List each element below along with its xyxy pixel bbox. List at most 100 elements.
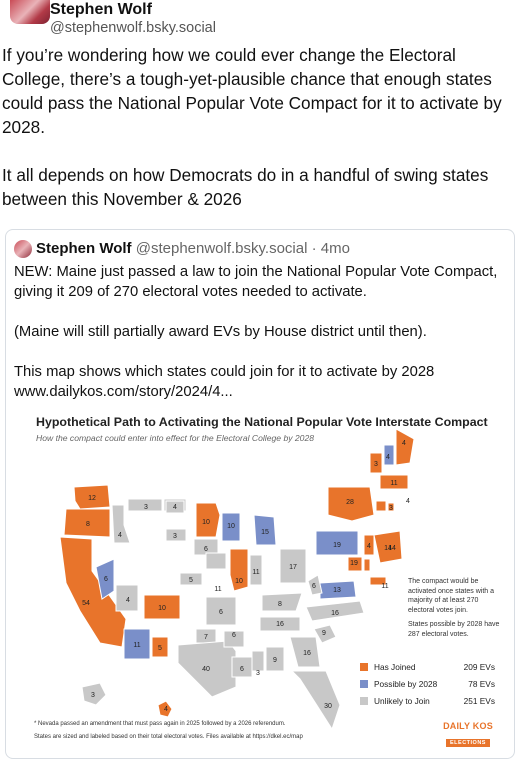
state-ev-label: 10 [202,519,210,526]
state-ev-label: 11 [133,642,140,649]
logo-badge: ELECTIONS [446,739,490,747]
state-delaware [363,558,371,572]
state-rhode-island [387,502,395,512]
quote-body: NEW: Maine just passed a law to join the… [14,262,509,402]
post-paragraph: If you’re wondering how we could ever ch… [2,45,502,137]
state-ev-label: 3 [374,461,378,468]
state-ev-label: 4 [126,597,130,604]
legend-label: Has Joined [374,661,416,672]
map-note-activation: The compact would be activated once stat… [408,578,494,614]
author-avatar[interactable] [10,0,50,24]
state-connecticut [375,500,387,512]
state-vermont [369,452,383,474]
state-florida [290,670,341,731]
map-note-possible: States possible by 2028 have 287 elector… [408,621,500,638]
state-alaska [81,682,107,706]
legend-row-possible: Possible by 2028 78 EVs [360,675,495,692]
state-ev-label: 10 [158,605,166,612]
legend-swatch [360,679,368,688]
state-dc [369,576,387,586]
author-handle[interactable]: @stephenwolf.bsky.social [50,20,216,36]
state-ev-label: 19 [350,560,358,567]
state-hawaii [157,700,173,718]
state-ev-label: 16 [276,621,284,628]
state-ev-label: 3 [91,692,95,699]
post-paragraph: It all depends on how Democrats do in a … [2,165,489,209]
legend-value: 78 EVs [468,678,495,689]
state-ev-label: 6 [312,583,316,590]
quote-paragraph: NEW: Maine just passed a law to join the… [14,264,498,300]
state-pennsylvania [315,530,359,556]
state-montana [127,498,163,512]
map-image[interactable]: 12 8 54 4 6 3 4 3 4 6 10 10 5 5 11 7 40 … [30,405,500,747]
legend-value: 209 EVs [463,661,495,672]
state-ev-label: 30 [324,703,332,710]
state-ev-label: 28 [346,499,354,506]
state-washington [73,484,111,510]
legend-row-unlikely: Unlikely to Join 251 EVs [360,692,495,709]
map-title: Hypothetical Path to Activating the Nati… [36,415,488,429]
state-colorado [143,594,181,620]
logo-wordmark: DAILY KOS [443,721,493,731]
us-map-graphic: 12 8 54 4 6 3 4 3 4 6 10 10 5 5 11 7 40 … [59,428,415,731]
state-north-dakota [165,528,187,542]
quote-header: Stephen Wolf @stephenwolf.bsky.social · … [36,240,350,257]
state-ev-label: 6 [219,609,223,616]
state-new-jersey [363,534,375,556]
legend-label: Unlikely to Join [374,695,430,706]
state-california [59,536,127,648]
state-new-mexico-south [373,530,403,564]
quote-author-name[interactable]: Stephen Wolf [36,240,132,257]
legend-label: Possible by 2028 [374,678,438,689]
state-missouri [205,596,237,626]
state-ev-label: 4 [402,440,406,447]
state-maryland [347,556,363,572]
legend-swatch [360,662,368,671]
quote-author-handle[interactable]: @stephenwolf.bsky.social [135,240,308,257]
state-utah [115,584,139,612]
state-ohio [279,548,307,584]
map-subtitle: How the compact could enter into effect … [36,433,315,443]
state-ev-label: 6 [104,576,108,583]
state-new-hampshire [383,444,395,466]
state-new-mexico [151,636,169,658]
state-ev-label: 3 [173,533,177,540]
state-ev-label: 4 [164,706,168,713]
map-note: The compact would be activated once stat… [408,577,500,644]
map-legend: Has Joined 209 EVs Possible by 2028 78 E… [360,658,495,709]
state-ev-label: 4 [118,532,122,539]
state-ev-label: 5 [189,577,193,584]
author-name[interactable]: Stephen Wolf [50,1,152,18]
state-ev-label: 11 [252,569,259,576]
state-ev-label: 9 [273,657,277,664]
legend-row-joined: Has Joined 209 EVs [360,658,495,675]
state-south-dakota [165,500,185,514]
state-north-carolina [305,600,365,622]
state-ev-label: 14 [384,545,392,552]
quote-timestamp: · 4mo [311,240,350,257]
state-illinois [229,548,249,592]
state-ev-label: 4 [386,454,390,461]
state-ev-label: 10 [235,578,243,585]
map-footnote-sources: States are sized and labeled based on th… [34,734,303,740]
state-ev-label: 15 [261,529,269,536]
map-footnote-nevada: * Nevada passed an amendment that must p… [34,721,286,727]
legend-swatch [360,696,368,705]
state-ev-label: 54 [82,600,90,607]
state-michigan [253,514,277,546]
state-wisconsin [221,512,241,542]
post-body: If you’re wondering how we could ever ch… [2,43,514,211]
state-ev-label: 19 [333,542,341,549]
quote-author-avatar[interactable] [14,240,32,258]
state-arkansas [223,630,245,648]
state-ev-label: 4 [406,498,410,505]
state-ev-label: 11 [381,583,388,590]
state-west-virginia [307,574,323,596]
quote-paragraph[interactable]: This map shows which states could join f… [14,364,435,400]
state-ev-label: 14 [388,545,396,552]
state-kentucky [261,592,303,612]
legend-value: 251 EVs [463,695,495,706]
state-idaho [111,504,131,544]
daily-kos-elections-logo: DAILY KOS ELECTIONS [442,721,494,749]
state-minnesota [195,502,221,538]
